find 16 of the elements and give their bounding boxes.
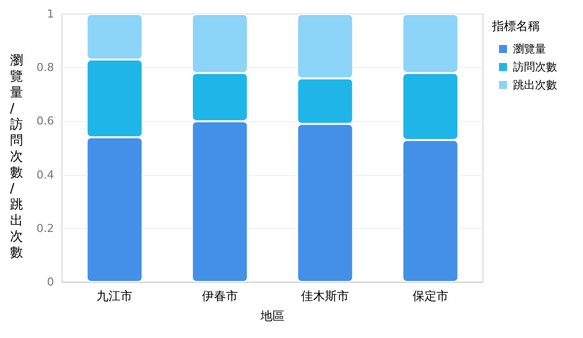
y-tick-label: 0.8 [36,61,54,74]
legend-label: 瀏覽量 [513,42,546,56]
x-tick-label: 九江市 [96,289,133,303]
y-tick-label: 0.6 [36,114,54,128]
y-tick-label: 0.4 [36,168,54,182]
y-tick-label: 1 [47,8,54,20]
text: 瀏覽量/訪問次數/跳出次數 [10,54,23,260]
x-tick-label: 保定市 [412,289,448,303]
legend-title: 指標名稱 [491,19,540,33]
legend-label: 跳出次數 [513,78,557,92]
x-tick-label: 伊春市 [202,289,238,303]
y-tick-label: 0 [47,276,54,288]
x-axis-title: 地區 [260,309,284,323]
legend-label: 訪問次數 [513,60,557,74]
x-tick-label: 佳木斯市 [301,289,350,303]
y-tick-label: 0.2 [36,222,54,235]
